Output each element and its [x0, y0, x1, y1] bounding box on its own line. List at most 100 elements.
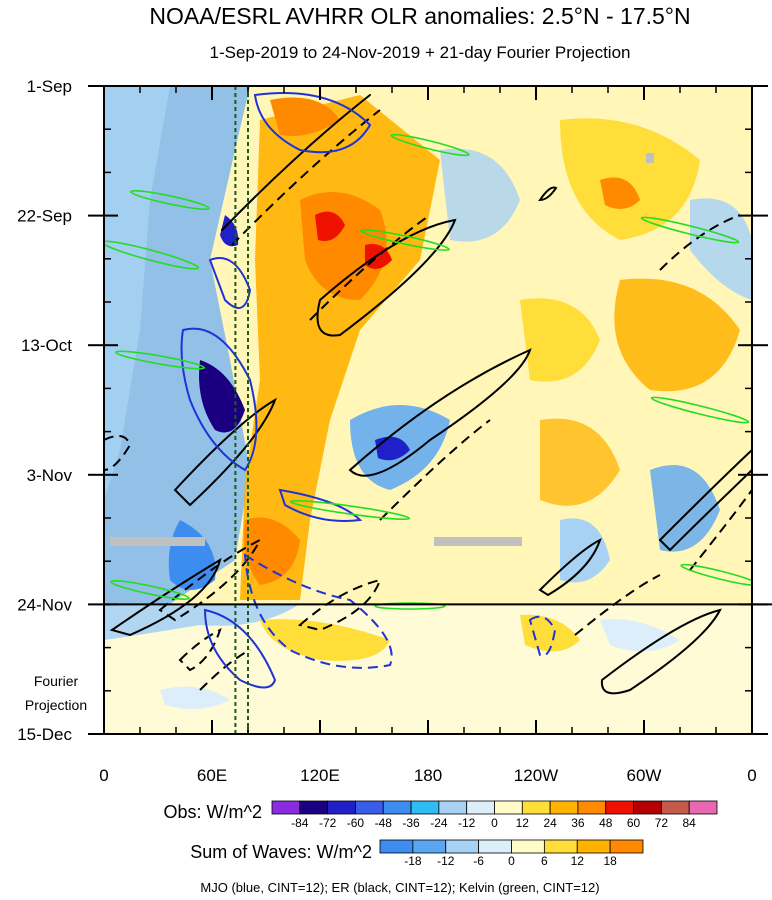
- kelvin-contour: [640, 216, 740, 244]
- colorbar-swatch: [355, 800, 384, 815]
- deep-negative-core-1: [199, 360, 245, 433]
- kelvin-contour: [374, 602, 446, 610]
- negative-anomaly-east-3: [690, 198, 752, 300]
- colorbar-label: -24: [430, 816, 448, 830]
- light-negative-central: [440, 148, 520, 242]
- colorbar-label: -72: [319, 816, 337, 830]
- x-tick-label: 120E: [300, 766, 340, 785]
- x-tick-label: 180: [414, 766, 442, 785]
- projection-positive-2: [520, 614, 580, 652]
- colorbar-swatch: [660, 800, 690, 815]
- colorbar-label: -18: [404, 854, 422, 868]
- x-tick-label: 120W: [514, 766, 558, 785]
- er-contour: [109, 557, 222, 637]
- colorbar-swatch: [609, 839, 644, 854]
- colorbar-swatch: [412, 839, 447, 854]
- colorbar-label: 12: [571, 854, 585, 868]
- positive-anomaly-east-1: [560, 118, 700, 240]
- colorbar-label: 0: [508, 854, 515, 868]
- colorbar-label: 12: [516, 816, 530, 830]
- colorbar-label: 84: [683, 816, 697, 830]
- er-contour: [600, 608, 722, 695]
- plot-area: [104, 86, 752, 734]
- kelvin-contour: [114, 350, 206, 370]
- reference-lines: [104, 86, 752, 734]
- colorbar-swatch: [438, 800, 468, 815]
- y-tick-label: 13-Oct: [21, 336, 72, 355]
- colorbar-label: 18: [603, 854, 617, 868]
- projection-negative-1: [600, 619, 680, 652]
- y-tick-label: 15-Dec: [17, 725, 72, 744]
- colorbar-label: 0: [491, 816, 498, 830]
- colorbar-swatch: [410, 800, 440, 815]
- er-contour: [574, 574, 661, 636]
- er-contour: [173, 397, 277, 507]
- colorbar-swatch: [543, 839, 578, 854]
- hot-core-1: [315, 211, 345, 241]
- kelvin-contour: [390, 133, 470, 157]
- colorbar-swatch: [511, 839, 545, 854]
- colorbar-swatch: [605, 800, 634, 815]
- colorbar-label: 48: [599, 816, 613, 830]
- positive-anomaly-east-4: [540, 418, 620, 506]
- colorbar-label: -6: [473, 854, 484, 868]
- colorbar-swatch: [271, 800, 301, 815]
- negative-anomaly-east-1: [650, 465, 720, 552]
- kelvin-contour: [104, 240, 200, 270]
- colorbar-label: -48: [375, 816, 393, 830]
- er-contour: [221, 94, 371, 231]
- er-contour: [178, 628, 222, 672]
- deep-negative-core-2: [220, 215, 239, 247]
- colorbar-swatch: [633, 800, 662, 815]
- kelvin-contour: [650, 396, 750, 424]
- missing-data-2: [434, 537, 522, 546]
- er-contour: [231, 109, 381, 246]
- er-wave-contours: [104, 94, 752, 695]
- colorbar-label: 36: [571, 816, 585, 830]
- x-tick-label: 0: [747, 766, 756, 785]
- colorbar-swatch: [382, 800, 412, 815]
- projection-negative-west: [104, 604, 300, 640]
- y-tick-label: 24-Nov: [17, 595, 72, 614]
- colorbar-swatch: [577, 800, 607, 815]
- colorbar-swatch: [379, 839, 414, 854]
- mjo-contour: [253, 92, 372, 154]
- olr-anomaly-shading: [104, 86, 752, 709]
- colorbar-label: 6: [541, 854, 548, 868]
- colorbar-swatch: [466, 800, 495, 815]
- positive-anomaly-east-3: [520, 298, 600, 382]
- mjo-contour: [180, 327, 258, 472]
- colorbar-swatch: [478, 839, 512, 854]
- colorbar-swatch: [327, 800, 356, 815]
- colorbar-swatch: [494, 800, 523, 815]
- colorbar-swatch: [445, 839, 480, 854]
- kelvin-contour: [110, 580, 190, 600]
- colorbar-swatch: [549, 800, 579, 815]
- colorbar-swatch: [688, 800, 718, 815]
- mjo-contour: [208, 257, 252, 309]
- colorbar-label: 72: [655, 816, 669, 830]
- colorbar-swatch: [521, 800, 551, 815]
- er-contour: [309, 214, 431, 321]
- y-tick-label: 1-Sep: [27, 77, 72, 96]
- colorbar-swatch: [299, 800, 329, 815]
- colorbar-label: -12: [437, 854, 455, 868]
- chart-subtitle: 1-Sep-2019 to 24-Nov-2019 + 21-day Fouri…: [210, 43, 631, 62]
- wave-legend-note: MJO (blue, CINT=12); ER (black, CINT=12)…: [200, 880, 599, 895]
- er-contour: [658, 448, 752, 552]
- x-tick-label: 60E: [197, 766, 227, 785]
- colorbar-label: 60: [627, 816, 641, 830]
- fourier-projection-label-1: Fourier: [34, 673, 79, 689]
- kelvin-contour: [130, 190, 210, 210]
- colorbar-label: -60: [347, 816, 365, 830]
- missing-data-1: [110, 537, 205, 546]
- colorbar-label: -36: [402, 816, 420, 830]
- x-tick-label: 60W: [627, 766, 662, 785]
- mjo-contour: [528, 615, 557, 657]
- y-axis: 1-Sep 22-Sep 13-Oct 3-Nov 24-Nov 15-Dec: [17, 77, 772, 744]
- kelvin-contour: [360, 229, 450, 251]
- colorbar-label: -12: [458, 816, 476, 830]
- mjo-contour: [243, 553, 393, 669]
- kelvin-contour: [289, 499, 411, 521]
